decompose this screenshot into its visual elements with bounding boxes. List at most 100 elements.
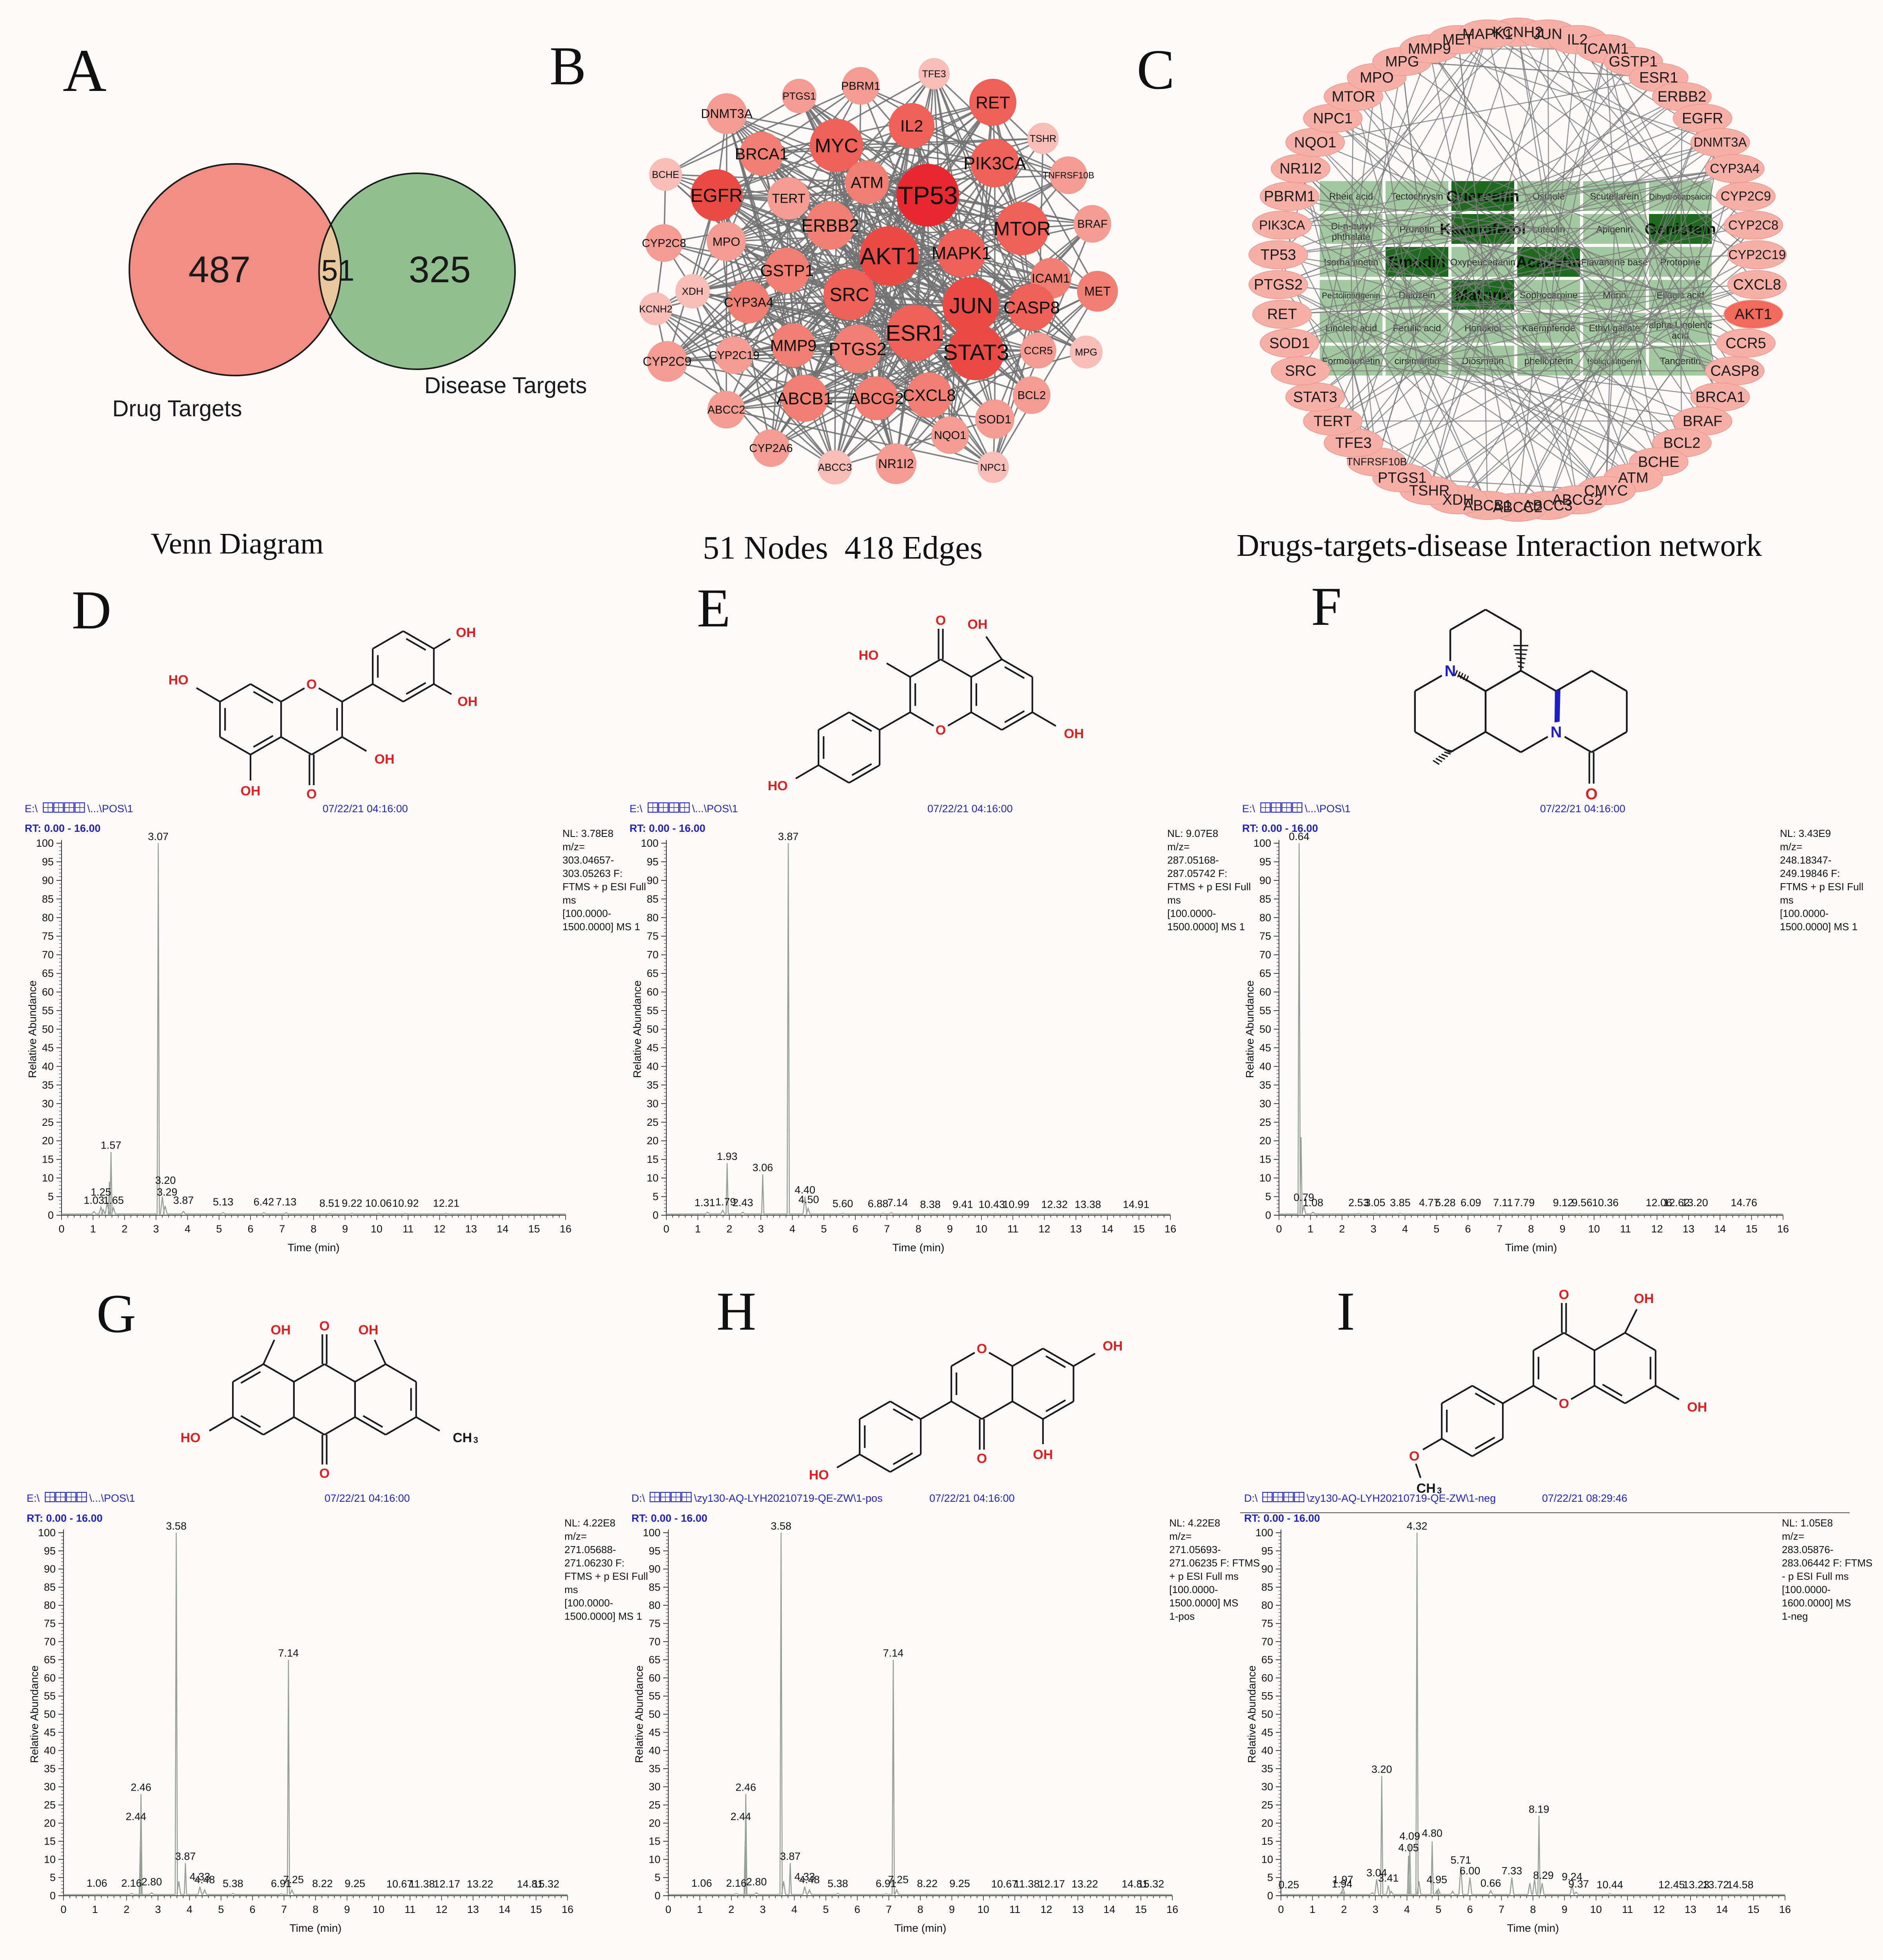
svg-text:D:\: D:\	[1244, 1492, 1258, 1504]
svg-text:487: 487	[189, 249, 251, 290]
svg-text:SOD1: SOD1	[1269, 335, 1310, 352]
svg-text:Drugs-targets-disease Interact: Drugs-targets-disease Interaction networ…	[1237, 528, 1762, 563]
svg-text:Relative Abundance: Relative Abundance	[1246, 1665, 1258, 1763]
svg-text:80: 80	[1259, 912, 1271, 924]
svg-text:MAPK1: MAPK1	[932, 243, 992, 263]
svg-text:11.38: 11.38	[409, 1878, 435, 1890]
svg-text:9: 9	[949, 1904, 955, 1915]
svg-text:IL2: IL2	[900, 117, 923, 135]
svg-text:65: 65	[44, 1654, 56, 1666]
svg-text:4.95: 4.95	[1427, 1874, 1448, 1886]
svg-text:7: 7	[886, 1904, 892, 1915]
svg-text:90: 90	[44, 1563, 56, 1575]
svg-text:7.14: 7.14	[883, 1647, 904, 1659]
svg-text:3.06: 3.06	[753, 1162, 773, 1174]
svg-text:HO: HO	[169, 673, 189, 688]
svg-text:1: 1	[1308, 1223, 1313, 1235]
svg-text:ATM: ATM	[851, 173, 883, 191]
svg-text:2: 2	[726, 1223, 732, 1235]
svg-text:ICAM1: ICAM1	[1583, 41, 1629, 57]
svg-text:3.20: 3.20	[155, 1174, 176, 1186]
svg-text:10: 10	[649, 1853, 660, 1865]
svg-text:2.46: 2.46	[131, 1782, 151, 1793]
svg-text:OH: OH	[241, 784, 261, 799]
svg-text:100: 100	[641, 837, 659, 849]
svg-text:Time (min): Time (min)	[894, 1922, 947, 1934]
svg-text:12: 12	[1040, 1904, 1052, 1915]
svg-text:5: 5	[1267, 1872, 1273, 1884]
svg-text:DNMT3A: DNMT3A	[1694, 135, 1747, 149]
svg-text:8.38: 8.38	[920, 1199, 941, 1210]
svg-text:C: C	[1137, 38, 1175, 101]
svg-text:12: 12	[1038, 1223, 1050, 1235]
svg-text:3.87: 3.87	[780, 1851, 801, 1862]
svg-text:4: 4	[789, 1223, 795, 1235]
svg-text:NL: 3.78E8: NL: 3.78E8	[562, 828, 613, 839]
svg-text:5: 5	[1433, 1223, 1439, 1235]
svg-text:NPC1: NPC1	[980, 462, 1007, 473]
svg-text:10.43: 10.43	[979, 1199, 1005, 1210]
svg-text:90: 90	[647, 875, 659, 886]
svg-text:9: 9	[1560, 1223, 1566, 1235]
svg-text:8: 8	[1530, 1904, 1536, 1915]
svg-text:OH: OH	[1103, 1339, 1123, 1354]
svg-text:2.16: 2.16	[726, 1877, 747, 1889]
svg-text:13.72: 13.72	[1702, 1879, 1729, 1891]
svg-text:MTOR: MTOR	[994, 218, 1051, 240]
svg-text:40: 40	[1259, 1060, 1271, 1072]
svg-text:20: 20	[44, 1817, 56, 1829]
svg-text:55: 55	[649, 1690, 660, 1702]
svg-text:10: 10	[1588, 1223, 1600, 1235]
svg-text:1: 1	[1310, 1904, 1315, 1915]
svg-text:ATM: ATM	[1618, 470, 1648, 486]
svg-text:SOD1: SOD1	[978, 412, 1011, 426]
svg-text:ESR1: ESR1	[1639, 69, 1678, 86]
svg-text:CH: CH	[1417, 1481, 1436, 1496]
svg-text:6: 6	[250, 1904, 256, 1915]
svg-text:Drug Targets: Drug Targets	[112, 396, 242, 421]
svg-text:5: 5	[48, 1191, 54, 1203]
svg-text:9.24: 9.24	[1562, 1871, 1582, 1883]
svg-text:NL: 4.22E8: NL: 4.22E8	[1169, 1517, 1220, 1529]
svg-text:55: 55	[647, 1005, 659, 1016]
svg-text:3.85: 3.85	[1390, 1197, 1411, 1209]
svg-text:RT: 0.00 - 16.00: RT: 0.00 - 16.00	[27, 1512, 103, 1524]
svg-text:MYC: MYC	[815, 135, 858, 157]
svg-text:13.38: 13.38	[1075, 1199, 1101, 1210]
svg-text:20: 20	[1259, 1135, 1271, 1147]
svg-text:CCR5: CCR5	[1725, 335, 1766, 352]
svg-text:0: 0	[1276, 1223, 1282, 1235]
svg-text:16: 16	[562, 1904, 573, 1915]
svg-text:50: 50	[42, 1024, 54, 1035]
svg-text:Time (min): Time (min)	[290, 1922, 342, 1934]
svg-text:3.05: 3.05	[1365, 1197, 1386, 1209]
svg-text:m/z=: m/z=	[564, 1530, 587, 1542]
svg-text:NL: 1.05E8: NL: 1.05E8	[1782, 1517, 1833, 1529]
svg-text:[100.0000-: [100.0000-	[564, 1597, 613, 1609]
svg-text:CXCL8: CXCL8	[903, 386, 956, 405]
svg-text:RET: RET	[976, 93, 1010, 112]
svg-text:7: 7	[281, 1904, 287, 1915]
svg-text:5.60: 5.60	[833, 1198, 853, 1210]
svg-text:RT: 0.00 - 16.00: RT: 0.00 - 16.00	[1242, 822, 1318, 834]
svg-text:80: 80	[647, 912, 659, 924]
svg-text:5: 5	[1435, 1904, 1441, 1915]
svg-text:0: 0	[665, 1904, 671, 1915]
svg-text:ERBB2: ERBB2	[1658, 89, 1707, 105]
svg-text:100: 100	[643, 1527, 660, 1539]
svg-text:4.32: 4.32	[1407, 1520, 1428, 1532]
svg-text:14: 14	[1101, 1223, 1113, 1235]
svg-text:m/z=: m/z=	[1167, 841, 1190, 853]
svg-text:1: 1	[90, 1223, 96, 1235]
svg-text:FTMS + p ESI Full: FTMS + p ESI Full	[564, 1570, 648, 1582]
svg-text:8.29: 8.29	[1533, 1869, 1554, 1881]
svg-text:11: 11	[403, 1223, 414, 1235]
svg-text:271.06230 F:: 271.06230 F:	[564, 1557, 624, 1569]
svg-text:4: 4	[185, 1223, 190, 1235]
svg-text:0: 0	[1265, 1209, 1271, 1221]
svg-text:0: 0	[655, 1890, 660, 1902]
svg-text:RT: 0.00 - 16.00: RT: 0.00 - 16.00	[25, 822, 101, 834]
svg-text:10.06: 10.06	[365, 1198, 392, 1209]
svg-text:1500.0000] MS 1: 1500.0000] MS 1	[1167, 921, 1245, 933]
svg-text:BCHE: BCHE	[652, 169, 679, 180]
